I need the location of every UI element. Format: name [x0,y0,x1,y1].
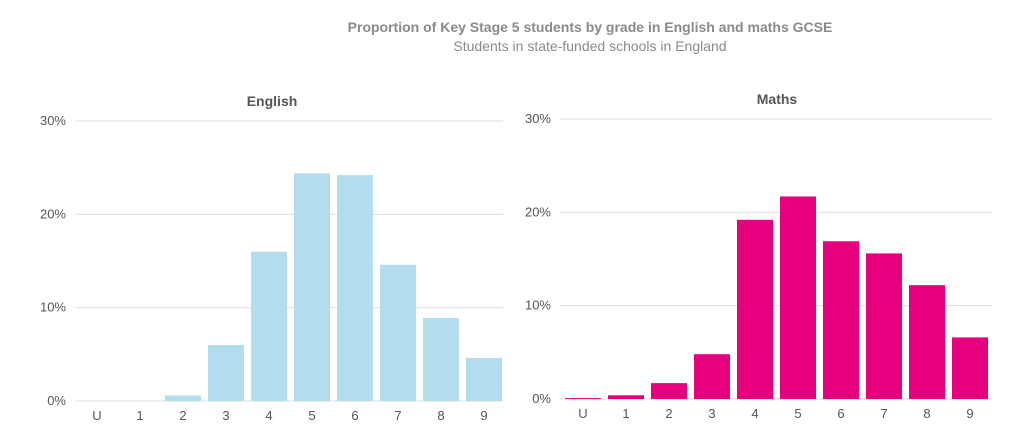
english-bar-grade-3 [208,345,244,401]
maths-x-tick-label: 9 [966,406,973,421]
english-y-tick-label: 10% [40,300,66,315]
english-bar-grade-8 [423,317,459,401]
maths-bar-grade-5 [780,196,816,399]
english-x-tick-label: 4 [265,408,272,423]
english-y-tick-label: 20% [40,206,66,221]
maths-bar-grade-9 [952,337,988,399]
english-bar-grade-7 [380,264,416,401]
chart-title: Proportion of Key Stage 5 students by gr… [347,19,833,35]
maths-x-tick-label: 5 [794,406,801,421]
english-bar-grade-6 [337,175,373,401]
maths-bar-grade-4 [737,219,773,399]
maths-x-tick-label: 8 [923,406,930,421]
maths-bar-grade-7 [866,253,902,399]
english-bar-grade-5 [294,173,330,401]
maths-x-tick-label: 7 [880,406,887,421]
maths-y-tick-label: 10% [525,298,551,313]
english-x-tick-label: 9 [480,408,487,423]
english-bar-grade-2 [165,395,201,401]
maths-x-tick-label: 2 [665,406,672,421]
maths-x-tick-label: 3 [708,406,715,421]
maths-x-tick-label: U [578,406,587,421]
english-x-tick-label: 3 [222,408,229,423]
english-x-tick-label: 7 [394,408,401,423]
english-y-tick-label: 30% [40,113,66,128]
maths-panel-title: Maths [757,91,798,107]
english-x-tick-label: 8 [437,408,444,423]
maths-bar-grade-U [565,398,601,399]
english-x-tick-label: 1 [136,408,143,423]
maths-y-tick-label: 20% [525,204,551,219]
english-x-tick-label: U [92,408,101,423]
english-bar-grade-4 [251,251,287,401]
maths-bar-grade-2 [651,383,687,399]
maths-x-tick-label: 6 [837,406,844,421]
maths-bar-grade-6 [823,241,859,399]
english-y-tick-label: 0% [47,393,66,408]
english-bar-grade-9 [466,358,502,401]
english-panel-title: English [247,93,298,109]
maths-x-tick-label: 4 [751,406,758,421]
chart-subtitle: Students in state-funded schools in Engl… [453,38,727,54]
english-x-tick-label: 6 [351,408,358,423]
maths-bar-grade-3 [694,354,730,399]
english-x-tick-label: 2 [179,408,186,423]
maths-bar-grade-1 [608,395,644,399]
maths-y-tick-label: 30% [525,111,551,126]
english-x-tick-label: 5 [308,408,315,423]
maths-y-tick-label: 0% [532,391,551,406]
maths-x-tick-label: 1 [622,406,629,421]
maths-bar-grade-8 [909,285,945,399]
